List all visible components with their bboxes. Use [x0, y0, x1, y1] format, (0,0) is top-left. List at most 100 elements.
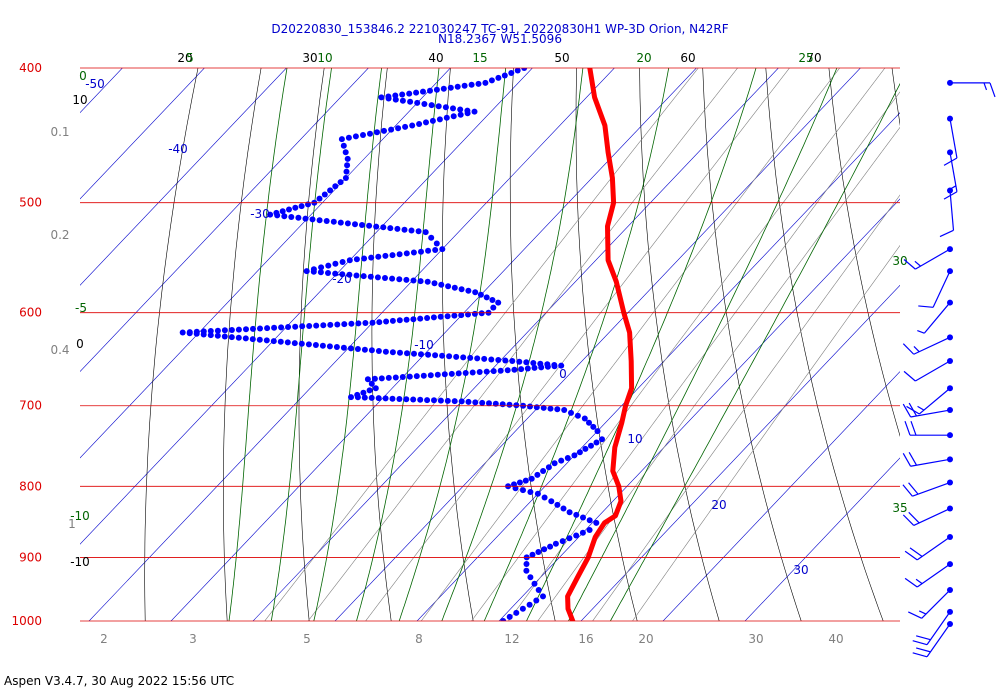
- dewpoint-point: [361, 394, 368, 401]
- dewpoint-point: [303, 268, 310, 275]
- dewpoint-point: [580, 514, 586, 521]
- dewpoint-point: [544, 361, 551, 368]
- dewpoint-point: [382, 395, 389, 402]
- wind-barb-flag: [908, 482, 919, 495]
- dry-adiabat-line: [222, 68, 262, 621]
- dewpoint-point: [388, 126, 395, 133]
- dewpoint-point: [465, 398, 472, 405]
- dewpoint-point: [369, 319, 376, 326]
- dewpoint-point: [316, 195, 323, 202]
- wind-barb-flag: [902, 343, 915, 355]
- dewpoint-point: [455, 370, 462, 377]
- dewpoint-point: [438, 281, 445, 288]
- wind-barb-flag: [943, 157, 958, 166]
- mixing-ratio-label: 2: [100, 632, 108, 646]
- dewpoint-point: [534, 490, 541, 497]
- wind-barb-flag: [902, 484, 913, 497]
- wind-barb: [939, 187, 955, 238]
- dewpoint-point: [332, 260, 339, 267]
- wind-barb: [902, 452, 953, 467]
- dewpoint-point: [443, 114, 450, 121]
- dewpoint-point: [288, 214, 295, 220]
- dewpoint-point: [573, 532, 580, 539]
- dewpoint-point: [235, 326, 242, 333]
- dewpoint-point: [467, 354, 474, 361]
- dewpoint-point: [342, 149, 349, 156]
- dewpoint-point: [497, 367, 504, 374]
- wind-barb-flag: [908, 402, 918, 417]
- dewpoint-point: [394, 225, 401, 232]
- dewpoint-point: [279, 208, 286, 215]
- dewpoint-point: [446, 353, 453, 360]
- dewpoint-point: [348, 394, 354, 401]
- dewpoint-point: [495, 74, 502, 81]
- wind-barb: [903, 246, 953, 270]
- dewpoint-point: [313, 322, 320, 329]
- dewpoint-point: [389, 317, 396, 324]
- dewpoint-point: [421, 101, 428, 107]
- dewpoint-point: [378, 94, 385, 101]
- dry-adiabat-line: [371, 68, 392, 621]
- pressure-label: 800: [19, 479, 42, 493]
- dewpoint-point: [558, 457, 565, 464]
- dewpoint-point: [478, 310, 485, 317]
- mixing-ratio-line: [471, 68, 886, 621]
- wind-barb: [947, 79, 996, 98]
- dewpoint-point: [518, 366, 525, 373]
- wind-barb-flag: [903, 370, 916, 382]
- dewpoint-point: [433, 240, 440, 247]
- dewpoint-point: [285, 324, 292, 330]
- dewpoint-point: [368, 380, 375, 387]
- isotherm-line: [252, 68, 779, 621]
- wind-barb-flag: [914, 260, 921, 267]
- dewpoint-point: [427, 372, 434, 379]
- wind-barb-staff: [913, 336, 951, 355]
- dewpoint-point: [299, 323, 306, 330]
- dewpoint-point: [528, 475, 535, 482]
- height-label: -10: [70, 555, 90, 569]
- dewpoint-point: [317, 269, 324, 276]
- wind-barb-flag: [916, 647, 931, 653]
- dewpoint-point: [378, 375, 385, 382]
- wind-barb-flag: [913, 346, 920, 353]
- dewpoint-point: [346, 257, 353, 264]
- wind-barb-flag: [904, 550, 918, 561]
- dewpoint-point: [346, 271, 353, 278]
- dewpoint-point: [263, 337, 270, 344]
- moist-adiabat-line: [313, 68, 383, 621]
- dewpoint-point: [382, 275, 388, 281]
- dewpoint-point: [526, 601, 533, 608]
- dewpoint-point: [316, 217, 323, 224]
- dewpoint-point: [385, 93, 392, 100]
- moist-adiabat-line: [398, 68, 507, 621]
- dewpoint-point: [509, 358, 516, 364]
- isotherm-line: [80, 68, 369, 373]
- height-label: 0.4: [50, 343, 69, 357]
- footer-version-text: Aspen V3.4.7, 30 Aug 2022 15:56 UTC: [4, 674, 235, 688]
- dewpoint-point: [353, 256, 360, 263]
- dewpoint-point: [399, 97, 406, 104]
- dewpoint-point: [533, 597, 540, 604]
- wind-barb-flag: [912, 640, 928, 646]
- wind-barb-flag: [908, 611, 922, 619]
- dewpoint-point: [401, 226, 408, 233]
- dry-adiabat-line: [639, 68, 720, 621]
- dewpoint-point: [481, 355, 488, 362]
- dewpoint-point: [508, 70, 515, 76]
- dewpoint-point: [434, 371, 441, 378]
- dewpoint-point: [488, 356, 495, 363]
- wind-barb: [902, 479, 953, 497]
- isotherm-line: [580, 284, 900, 621]
- wind-barb-staff: [949, 118, 958, 159]
- wind-barb: [902, 402, 953, 418]
- pressure-label: 600: [19, 306, 42, 320]
- dewpoint-point: [424, 315, 431, 321]
- height-label: 0: [76, 337, 84, 351]
- dewpoint-point: [323, 218, 330, 224]
- dewpoint-point: [339, 259, 346, 265]
- dewpoint-point: [360, 273, 367, 280]
- dewpoint-point: [471, 310, 478, 317]
- dewpoint-point: [477, 291, 484, 298]
- dewpoint-point: [312, 342, 319, 348]
- wind-barb: [917, 299, 953, 334]
